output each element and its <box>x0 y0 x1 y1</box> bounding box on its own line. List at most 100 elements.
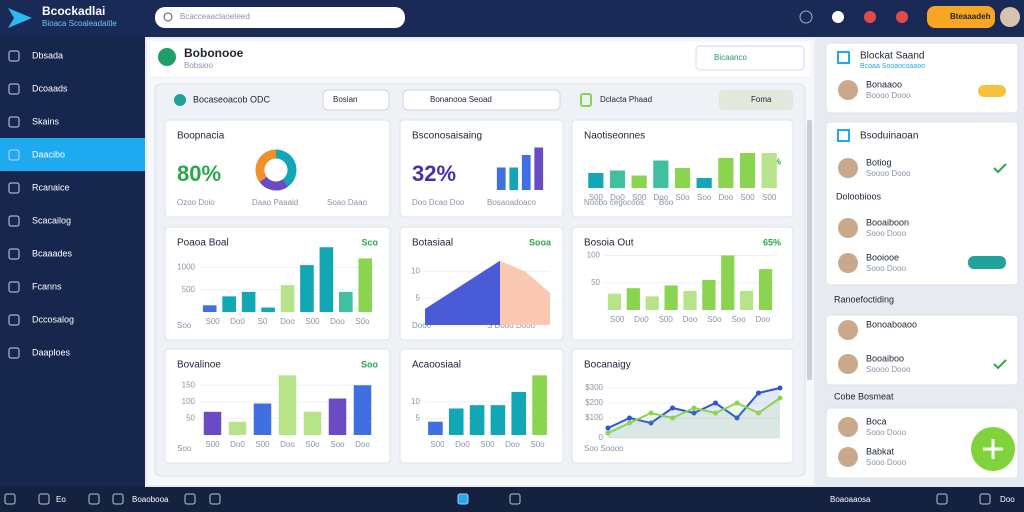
card-title: Bovalinoe <box>177 360 221 371</box>
donut-segment <box>255 149 277 183</box>
sidebar-item[interactable]: Skains <box>32 116 60 126</box>
sidebar <box>0 37 145 487</box>
toolbar-button[interactable] <box>719 90 793 110</box>
y-tick-label: 10 <box>411 267 420 276</box>
sidebar-icon <box>8 347 20 359</box>
avatar[interactable] <box>1000 7 1020 27</box>
taskbar-icon[interactable] <box>38 493 50 505</box>
card-label: S Dooo Dooo <box>487 321 536 330</box>
avatar <box>838 417 858 437</box>
bar <box>353 385 372 435</box>
avatar <box>838 158 858 178</box>
top-button[interactable] <box>927 6 995 28</box>
point <box>691 410 697 416</box>
sidebar-item[interactable]: Dccosalog <box>32 314 74 324</box>
bar <box>202 305 217 312</box>
taskbar-icon[interactable] <box>4 493 16 505</box>
bar <box>509 167 519 190</box>
x-tick-label: S00 <box>255 440 270 449</box>
section-title: Ranoefoctiding <box>834 294 894 304</box>
bar <box>358 258 373 312</box>
bar <box>339 291 353 312</box>
badge: Sooa <box>529 237 552 247</box>
x-tick-label: S00 <box>205 440 220 449</box>
point <box>627 415 632 421</box>
top-button-label: Bteaaadeh <box>950 12 991 21</box>
point <box>670 405 675 411</box>
icon[interactable] <box>832 11 844 23</box>
card-title: Naotiseonnes <box>584 131 645 142</box>
sidebar-item[interactable]: Scacailog <box>32 215 71 225</box>
sidebar-item[interactable]: Rcanaice <box>32 182 70 192</box>
bar <box>674 168 691 188</box>
bar <box>607 293 622 310</box>
card-title: Boopnacia <box>177 131 225 142</box>
app-tagline: Bioaca Scoaleadaitle <box>42 19 117 28</box>
bar <box>534 147 544 190</box>
bar <box>718 158 734 188</box>
kpi: 80% <box>177 161 221 186</box>
avatar <box>838 80 858 100</box>
taskbar-icon[interactable] <box>112 493 124 505</box>
sidebar-item[interactable]: Daacibo <box>32 149 65 159</box>
bar <box>631 175 647 188</box>
icon[interactable] <box>799 10 813 24</box>
sidebar-item[interactable]: Daaploes <box>32 347 71 357</box>
sidebar-item[interactable]: Dcoaads <box>32 83 68 93</box>
bar <box>228 421 247 435</box>
panel-card <box>825 314 1019 386</box>
search-box[interactable] <box>155 7 405 28</box>
taskbar-icon[interactable] <box>509 493 521 505</box>
point <box>777 385 783 391</box>
badge: 65% <box>763 237 781 247</box>
toolbar-search[interactable] <box>402 89 561 111</box>
badge: Soo <box>361 359 379 369</box>
icon[interactable] <box>896 11 908 23</box>
person-name: Booaiboo <box>866 353 904 363</box>
icon[interactable] <box>864 11 876 23</box>
toolbar-button-label: Foma <box>751 95 772 104</box>
card-label: Soo Soooo <box>584 444 624 453</box>
bar <box>521 155 531 190</box>
panel-title: Bsoduinaoan <box>860 131 918 142</box>
sidebar-item[interactable]: Dbsada <box>32 50 63 60</box>
y-tick-label: 5 <box>416 414 421 423</box>
person-name: Bonaaoo <box>866 79 902 89</box>
sidebar-icon <box>8 215 20 227</box>
card-label: Boo <box>659 198 674 207</box>
x-tick-label: S0 <box>258 317 268 326</box>
x-tick-label: S00 <box>762 193 777 202</box>
x-tick-label: S00 <box>305 317 320 326</box>
x-tick-label: S00 <box>740 193 755 202</box>
area <box>500 260 550 325</box>
check[interactable] <box>993 163 1007 174</box>
select[interactable] <box>322 89 390 111</box>
taskbar-icon[interactable] <box>979 493 991 505</box>
bar <box>683 290 697 310</box>
y-tick-label: 1000 <box>177 262 195 271</box>
taskbar-icon[interactable] <box>184 493 196 505</box>
point <box>713 410 718 416</box>
x-tick-label: Doo <box>280 440 295 449</box>
logo <box>8 8 32 28</box>
check[interactable] <box>993 359 1007 370</box>
sidebar-icon <box>8 149 20 161</box>
sidebar-item[interactable]: Bcaaades <box>32 248 73 258</box>
card-label: Daao Paaaid <box>252 198 298 207</box>
taskbar-icon[interactable] <box>936 493 948 505</box>
panel-card <box>825 42 1019 114</box>
taskbar-icon[interactable] <box>457 493 469 505</box>
taskbar-icon[interactable] <box>88 493 100 505</box>
header-button[interactable] <box>695 45 805 71</box>
x-tick-label: S00 <box>430 440 445 449</box>
bar <box>626 288 640 310</box>
sidebar-item[interactable]: Fcanns <box>32 281 62 291</box>
donut-segment <box>275 149 297 187</box>
point <box>756 410 761 416</box>
card <box>399 119 564 218</box>
point <box>648 410 654 416</box>
x-tick-label: Do0 <box>634 315 649 324</box>
y-tick-label: 50 <box>591 278 600 287</box>
scrollbar[interactable] <box>807 120 812 380</box>
taskbar-icon[interactable] <box>209 493 221 505</box>
